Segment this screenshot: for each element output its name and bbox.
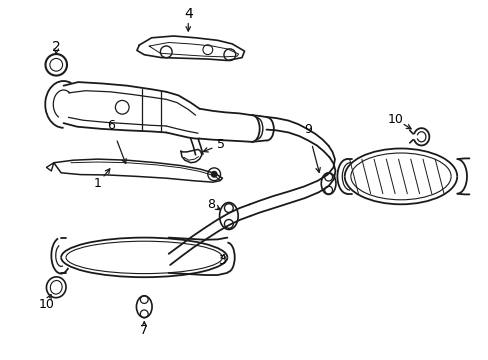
Text: 4: 4 — [183, 8, 192, 21]
Text: 1: 1 — [94, 177, 102, 190]
Text: 10: 10 — [39, 298, 54, 311]
Text: 2: 2 — [52, 40, 61, 54]
Circle shape — [211, 171, 217, 177]
Text: 10: 10 — [387, 113, 403, 126]
Text: 8: 8 — [207, 198, 215, 211]
Text: 3: 3 — [218, 255, 226, 267]
Text: 7: 7 — [140, 324, 148, 337]
Text: 6: 6 — [107, 120, 115, 132]
Text: 5: 5 — [217, 138, 224, 151]
Text: 9: 9 — [304, 123, 311, 136]
